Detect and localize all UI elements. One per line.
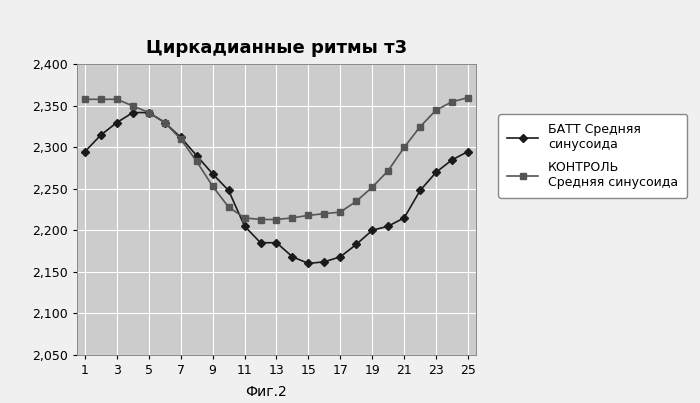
БАТТ Средняя
синусоида <box>368 228 377 233</box>
КОНТРОЛЬ
Средняя синусоида <box>336 210 344 214</box>
КОНТРОЛЬ
Средняя синусоида <box>80 97 89 102</box>
БАТТ Средняя
синусоида <box>416 188 424 193</box>
БАТТ Средняя
синусоида <box>176 135 185 140</box>
БАТТ Средняя
синусоида <box>352 242 361 247</box>
Title: Циркадианные ритмы т3: Циркадианные ритмы т3 <box>146 39 407 57</box>
БАТТ Средняя
синусоида <box>320 260 328 264</box>
БАТТ Средняя
синусоида <box>209 172 217 177</box>
КОНТРОЛЬ
Средняя синусоида <box>384 168 393 173</box>
БАТТ Средняя
синусоида <box>97 133 105 137</box>
КОНТРОЛЬ
Средняя синусоида <box>129 104 137 108</box>
Legend: БАТТ Средняя
синусоида, КОНТРОЛЬ
Средняя синусоида: БАТТ Средняя синусоида, КОНТРОЛЬ Средняя… <box>498 114 687 198</box>
КОНТРОЛЬ
Средняя синусоида <box>400 145 408 150</box>
БАТТ Средняя
синусоида <box>145 110 153 115</box>
КОНТРОЛЬ
Средняя синусоида <box>240 216 248 220</box>
БАТТ Средняя
синусоида <box>80 149 89 154</box>
БАТТ Средняя
синусоида <box>336 254 344 259</box>
Text: Фиг.2: Фиг.2 <box>245 385 287 399</box>
БАТТ Средняя
синусоида <box>400 216 408 220</box>
КОНТРОЛЬ
Средняя синусоида <box>193 159 201 164</box>
КОНТРОЛЬ
Средняя синусоида <box>113 97 121 102</box>
КОНТРОЛЬ
Средняя синусоида <box>352 199 361 204</box>
БАТТ Средняя
синусоида <box>384 224 393 229</box>
КОНТРОЛЬ
Средняя синусоида <box>160 120 169 125</box>
КОНТРОЛЬ
Средняя синусоида <box>288 216 297 220</box>
КОНТРОЛЬ
Средняя синусоида <box>416 124 424 129</box>
КОНТРОЛЬ
Средняя синусоида <box>448 100 456 104</box>
КОНТРОЛЬ
Средняя синусоида <box>368 185 377 189</box>
Line: КОНТРОЛЬ
Средняя синусоида: КОНТРОЛЬ Средняя синусоида <box>82 95 471 222</box>
КОНТРОЛЬ
Средняя синусоида <box>272 217 281 222</box>
БАТТ Средняя
синусоида <box>304 261 313 266</box>
БАТТ Средняя
синусоида <box>113 120 121 125</box>
БАТТ Средняя
синусоида <box>448 158 456 162</box>
КОНТРОЛЬ
Средняя синусоида <box>145 110 153 115</box>
КОНТРОЛЬ
Средняя синусоида <box>97 97 105 102</box>
БАТТ Средняя
синусоида <box>160 120 169 125</box>
Line: БАТТ Средняя
синусоида: БАТТ Средняя синусоида <box>82 110 471 266</box>
КОНТРОЛЬ
Средняя синусоида <box>432 108 440 112</box>
БАТТ Средняя
синусоида <box>288 254 297 259</box>
КОНТРОЛЬ
Средняя синусоида <box>464 95 473 100</box>
БАТТ Средняя
синусоида <box>464 149 473 154</box>
КОНТРОЛЬ
Средняя синусоида <box>209 184 217 189</box>
КОНТРОЛЬ
Средняя синусоида <box>320 211 328 216</box>
БАТТ Средняя
синусоида <box>240 224 248 229</box>
БАТТ Средняя
синусоида <box>272 240 281 245</box>
КОНТРОЛЬ
Средняя синусоида <box>256 217 265 222</box>
БАТТ Средняя
синусоида <box>256 240 265 245</box>
БАТТ Средняя
синусоида <box>225 188 233 193</box>
БАТТ Средняя
синусоида <box>129 110 137 115</box>
КОНТРОЛЬ
Средняя синусоида <box>304 213 313 218</box>
БАТТ Средняя
синусоида <box>193 153 201 158</box>
КОНТРОЛЬ
Средняя синусоида <box>225 205 233 210</box>
КОНТРОЛЬ
Средняя синусоида <box>176 137 185 141</box>
БАТТ Средняя
синусоида <box>432 170 440 174</box>
